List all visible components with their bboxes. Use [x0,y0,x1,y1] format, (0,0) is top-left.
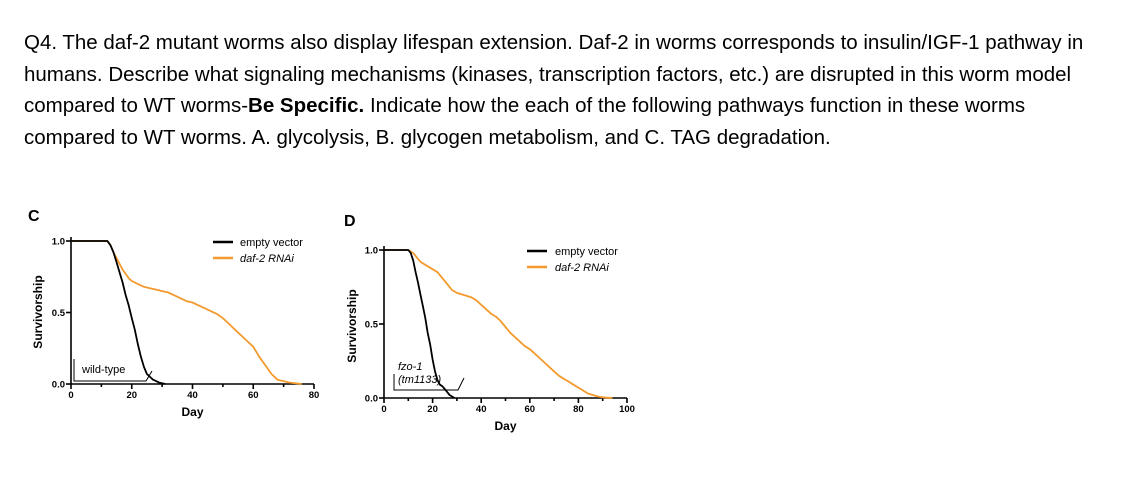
panel-d-annotation-bracket [393,374,465,391]
panel-c-y-tick-label: 0.0 [52,380,65,391]
panel-c-series-daf2-rnai [71,240,303,385]
panel-c-annotation: wild-type [81,364,125,376]
panel-d-x-tick-label: 20 [427,404,438,415]
question-emphasis: Be Specific. [248,94,365,117]
panel-c-x-tick-label: 80 [309,390,320,401]
panel-c-y-tick-label: 0.5 [52,308,66,319]
panel-d-y-tick-label: 0.5 [365,320,379,331]
panel-d-x-tick-label: 0 [381,404,386,415]
panel-d-annotation: (tm1133) [398,374,442,386]
panel-c-y-axis-label: Survivorship [31,275,45,348]
panel-d-legend-label-empty-vector: empty vector [555,246,618,258]
panel-c-x-tick-label: 0 [68,390,73,401]
panel-d-x-tick-label: 40 [476,404,487,415]
panel-d-x-axis-label: Day [494,419,516,433]
panel-c-x-tick-label: 60 [248,390,259,401]
panel-c-x-tick-label: 40 [187,390,198,401]
question-text-start: Q4. The daf-2 mutant worms also display … [24,31,1084,117]
panel-c-letter: C [28,208,40,225]
panel-d-y-axis-label: Survivorship [345,289,359,362]
panel-d-legend-label-daf2-rnai: daf-2 RNAi [555,262,609,274]
panel-d-y-tick-label: 1.0 [365,246,378,257]
panel-d-series-daf2-rnai [384,249,613,399]
question-text: Q4. The daf-2 mutant worms also display … [24,27,1119,153]
panel-c-series-empty-vector [71,240,166,385]
panel-d-x-tick-label: 100 [619,404,635,415]
panel-d-letter: D [344,213,356,230]
panel-d-annotation: fzo-1 [398,361,422,373]
panel-c-legend-label-empty-vector: empty vector [240,237,303,249]
question-text-end: Indicate how the each of the following p… [24,94,1026,149]
panel-d-y-tick-label: 0.0 [365,394,378,405]
panel-d-x-tick-label: 80 [573,404,584,415]
panel-d-x-tick-label: 60 [525,404,536,415]
panel-c-annotation-bracket [73,359,153,382]
panel-c-x-tick-label: 20 [126,390,137,401]
panel-c-x-axis-label: Day [181,405,203,419]
panel-c-legend-label-daf2-rnai: daf-2 RNAi [240,253,294,265]
panel-c-y-tick-label: 1.0 [52,237,65,248]
panel-d-series-empty-vector [384,249,455,399]
